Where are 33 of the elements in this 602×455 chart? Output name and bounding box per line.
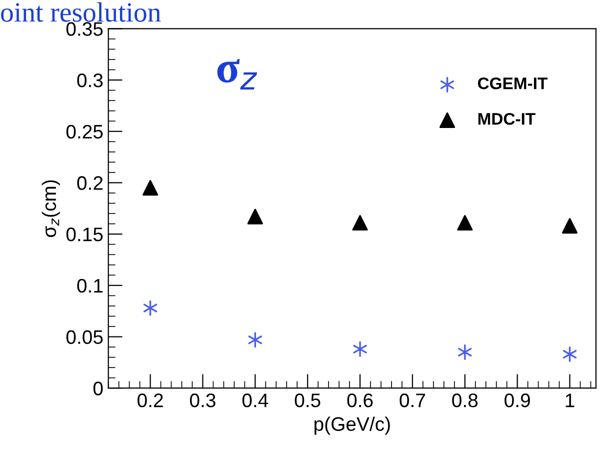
x-tick-label: 0.7	[400, 393, 426, 408]
legend-label: MDC-IT	[478, 112, 536, 125]
point	[458, 344, 472, 360]
point	[143, 300, 158, 316]
x-tick-label: 1	[566, 394, 574, 408]
legend-label: CGEM-IT	[478, 77, 548, 90]
point	[142, 180, 158, 196]
point	[562, 346, 577, 362]
x-tick-label: 0.3	[190, 393, 216, 408]
x-axis-title: p(GeV/c)	[314, 416, 390, 435]
y-tick-label: 0.35	[66, 22, 103, 36]
y-tick-label: 0.25	[66, 124, 103, 139]
point	[353, 341, 367, 357]
y-tick-label: 0	[93, 382, 103, 396]
point	[352, 214, 368, 231]
point	[247, 208, 263, 224]
x-tick-label: 0.2	[138, 393, 163, 408]
point	[248, 332, 262, 348]
point	[562, 218, 578, 234]
x-tick-label: 0.6	[347, 393, 373, 408]
y-tick-label: 0.05	[66, 330, 103, 344]
y-tick-label: 0.15	[66, 228, 103, 242]
y-tick-label: 0.2	[77, 176, 103, 190]
annotation: σ$_{z}$	[217, 59, 258, 90]
x-tick-label: 0.9	[504, 393, 530, 408]
y-tick-label: 0.1	[77, 278, 103, 293]
x-tick-label: 0.4	[242, 393, 268, 408]
x-tick-label: 0.5	[294, 393, 320, 408]
y-axis-title: σ$_{z}$(cm)	[42, 180, 60, 238]
point	[457, 214, 473, 231]
y-tick-label: 0.3	[77, 73, 103, 88]
x-tick-label: 0.8	[452, 393, 478, 408]
chart-title: oint resolution	[1, 2, 161, 22]
